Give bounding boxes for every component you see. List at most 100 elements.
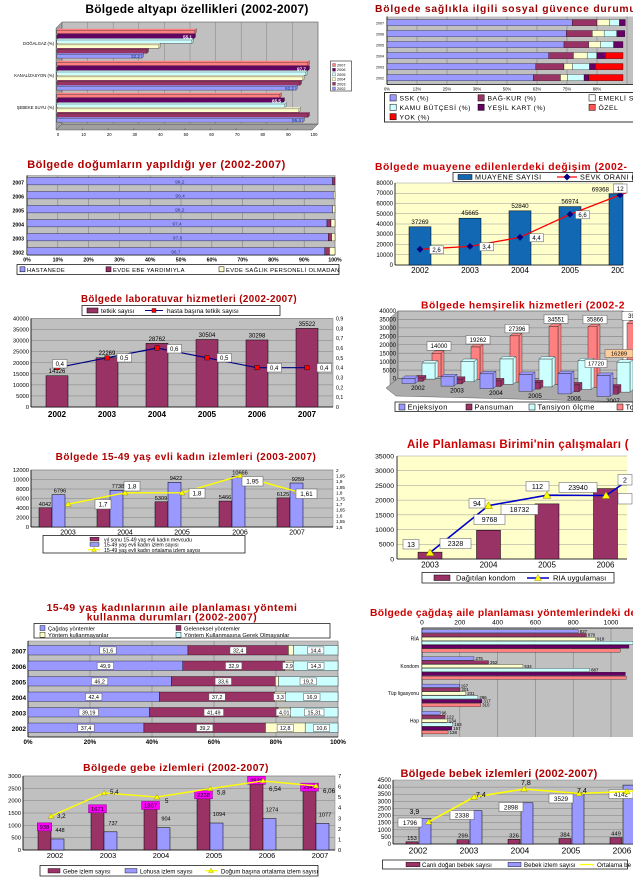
svg-text:4,01: 4,01 (279, 710, 290, 716)
svg-text:Gebe izlem sayısı: Gebe izlem sayısı (63, 869, 111, 875)
svg-text:1,5: 1,5 (336, 525, 343, 530)
svg-text:80%: 80% (268, 258, 279, 264)
svg-text:EMEKLİ SANDIĞI: EMEKLİ SANDIĞI (599, 94, 633, 103)
svg-text:2003: 2003 (12, 236, 24, 242)
svg-text:7,4: 7,4 (476, 792, 486, 799)
svg-text:20000: 20000 (375, 498, 394, 505)
svg-text:918: 918 (597, 637, 605, 642)
svg-text:38%: 38% (473, 87, 482, 92)
svg-text:20: 20 (107, 132, 112, 137)
svg-text:99,4: 99,4 (175, 194, 185, 200)
svg-text:2006: 2006 (337, 68, 345, 72)
svg-text:69368: 69368 (592, 186, 610, 193)
svg-text:0: 0 (57, 132, 60, 137)
svg-text:5309: 5309 (155, 496, 167, 502)
svg-text:Bölgede doğumların yapıldığı y: Bölgede doğumların yapıldığı yer (2002-2… (27, 159, 286, 171)
svg-text:1,61: 1,61 (300, 491, 313, 498)
svg-text:HASTANEDE: HASTANEDE (27, 268, 65, 274)
svg-text:0: 0 (388, 842, 392, 848)
svg-text:30000: 30000 (379, 326, 396, 332)
svg-text:0: 0 (390, 263, 394, 269)
svg-text:30000: 30000 (376, 232, 393, 238)
svg-text:30: 30 (132, 132, 137, 137)
svg-text:231: 231 (467, 691, 475, 696)
svg-text:1000: 1000 (8, 823, 21, 829)
svg-text:1077: 1077 (319, 812, 331, 818)
svg-text:0: 0 (26, 405, 29, 411)
svg-text:6796: 6796 (54, 489, 66, 495)
svg-text:0,6: 0,6 (336, 346, 343, 352)
svg-text:20%: 20% (84, 739, 97, 746)
svg-text:2003: 2003 (461, 266, 479, 275)
svg-text:1000: 1000 (604, 620, 619, 627)
svg-text:2238: 2238 (197, 793, 210, 799)
svg-text:25000: 25000 (13, 350, 29, 356)
svg-text:737: 737 (108, 821, 117, 827)
svg-text:16289: 16289 (611, 352, 627, 358)
svg-text:60%: 60% (208, 739, 221, 746)
svg-text:14000: 14000 (431, 344, 448, 350)
svg-text:352: 352 (490, 660, 498, 665)
svg-text:326: 326 (509, 833, 519, 839)
svg-text:40: 40 (158, 132, 163, 137)
svg-text:100%: 100% (328, 258, 342, 264)
svg-text:1,7: 1,7 (336, 502, 343, 507)
svg-text:16,9: 16,9 (307, 695, 318, 701)
svg-text:32,2: 32,2 (131, 54, 140, 59)
svg-text:1,75: 1,75 (336, 496, 345, 501)
svg-text:5466: 5466 (219, 495, 231, 501)
svg-text:13%: 13% (413, 87, 422, 92)
svg-text:2005: 2005 (538, 561, 556, 570)
svg-text:2006: 2006 (248, 410, 267, 419)
svg-text:39,19: 39,19 (82, 710, 96, 716)
svg-text:2006: 2006 (611, 266, 629, 275)
svg-text:197: 197 (461, 683, 469, 688)
svg-text:70000: 70000 (376, 191, 393, 197)
svg-text:97,7: 97,7 (297, 67, 306, 72)
svg-text:10000: 10000 (379, 360, 396, 366)
svg-text:hasta başına tetkik sayısı: hasta başına tetkik sayısı (167, 308, 239, 315)
svg-text:2000: 2000 (378, 814, 392, 820)
svg-text:448: 448 (55, 828, 64, 834)
svg-text:2003: 2003 (12, 711, 27, 718)
svg-text:14126: 14126 (49, 369, 66, 375)
svg-text:5: 5 (338, 795, 341, 801)
svg-text:63%: 63% (533, 87, 542, 92)
svg-text:32,4: 32,4 (233, 648, 244, 654)
svg-text:96,7: 96,7 (171, 250, 181, 256)
svg-text:2003: 2003 (98, 410, 117, 419)
svg-text:97,4: 97,4 (172, 222, 182, 228)
svg-text:2005: 2005 (337, 73, 345, 77)
svg-text:Enjeksiyon: Enjeksiyon (408, 403, 448, 412)
svg-text:4,4: 4,4 (532, 236, 541, 242)
svg-text:870: 870 (588, 633, 596, 638)
svg-text:80%: 80% (270, 739, 283, 746)
svg-text:40%: 40% (145, 258, 156, 264)
svg-text:3: 3 (338, 816, 341, 822)
svg-text:70: 70 (235, 132, 240, 137)
svg-text:55,1: 55,1 (183, 35, 192, 40)
svg-text:938: 938 (40, 825, 50, 831)
svg-text:49,9: 49,9 (100, 664, 111, 670)
svg-text:Bölgede sağlıkla ilgili sosyal: Bölgede sağlıkla ilgili sosyal güvence d… (375, 4, 633, 15)
svg-text:157: 157 (453, 726, 461, 731)
svg-text:4000: 4000 (378, 785, 392, 791)
svg-text:Tüp ligasyonu: Tüp ligasyonu (388, 691, 419, 697)
svg-text:800: 800 (568, 620, 579, 627)
svg-text:887: 887 (591, 668, 599, 673)
svg-text:Dağıtılan kondom: Dağıtılan kondom (456, 574, 516, 583)
svg-text:1,7: 1,7 (99, 502, 108, 509)
svg-text:0,5: 0,5 (120, 356, 129, 362)
svg-text:3000: 3000 (378, 799, 392, 805)
svg-text:2004: 2004 (12, 695, 27, 702)
svg-text:kullanma durumları (2002-2007): kullanma durumları (2002-2007) (87, 613, 257, 624)
svg-text:15000: 15000 (379, 351, 396, 357)
svg-text:0: 0 (338, 848, 341, 854)
svg-text:2005: 2005 (12, 208, 24, 214)
svg-text:0: 0 (26, 525, 29, 531)
svg-text:10000: 10000 (375, 527, 394, 534)
svg-text:Tansiyon ölçme: Tansiyon ölçme (538, 403, 595, 412)
svg-text:Yöntem kullanmayanlar: Yöntem kullanmayanlar (48, 633, 109, 639)
svg-text:2004: 2004 (480, 561, 498, 570)
svg-text:10000: 10000 (13, 383, 29, 389)
